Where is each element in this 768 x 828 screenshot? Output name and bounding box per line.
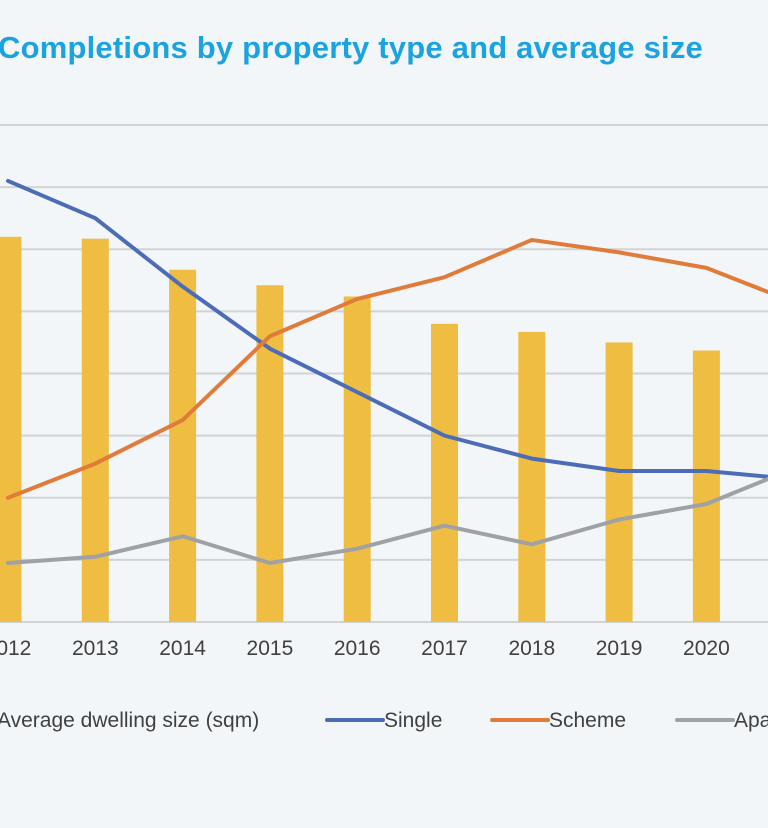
legend-label: Apartment [734, 709, 768, 732]
bar-series [0, 236, 720, 622]
x-tick-label: 2018 [508, 637, 555, 660]
legend-label: Single [384, 709, 442, 732]
x-tick-label: 2019 [596, 637, 643, 660]
x-tick-label: 2016 [334, 637, 381, 660]
legend-label: Scheme [549, 709, 626, 732]
x-tick-label: 2015 [247, 637, 294, 660]
x-tick-label: 2012 [0, 637, 31, 660]
line-series [6, 178, 768, 565]
bar [431, 323, 458, 622]
series-line-single [6, 178, 768, 479]
x-tick-label: 2017 [421, 637, 468, 660]
x-tick-label: 2013 [72, 637, 119, 660]
bar [605, 342, 633, 622]
legend-label: Average dwelling size (sqm) [0, 709, 259, 732]
x-tick-label: 2020 [683, 637, 730, 660]
series-line-scheme [6, 237, 768, 500]
bar [343, 296, 371, 622]
bar [0, 236, 22, 622]
bar [169, 269, 197, 622]
bar [518, 331, 546, 622]
x-axis-labels: 2012201320142015201620172018201920202021 [0, 637, 730, 660]
bar [81, 238, 109, 622]
legend: Average dwelling size (sqm) Single Scheme A… [0, 709, 768, 732]
bar [692, 350, 720, 622]
x-tick-label: 2014 [159, 637, 206, 660]
series-line-apartment [6, 476, 768, 565]
gridlines [0, 124, 768, 623]
chart-title: Completions by property type and average… [0, 30, 703, 65]
